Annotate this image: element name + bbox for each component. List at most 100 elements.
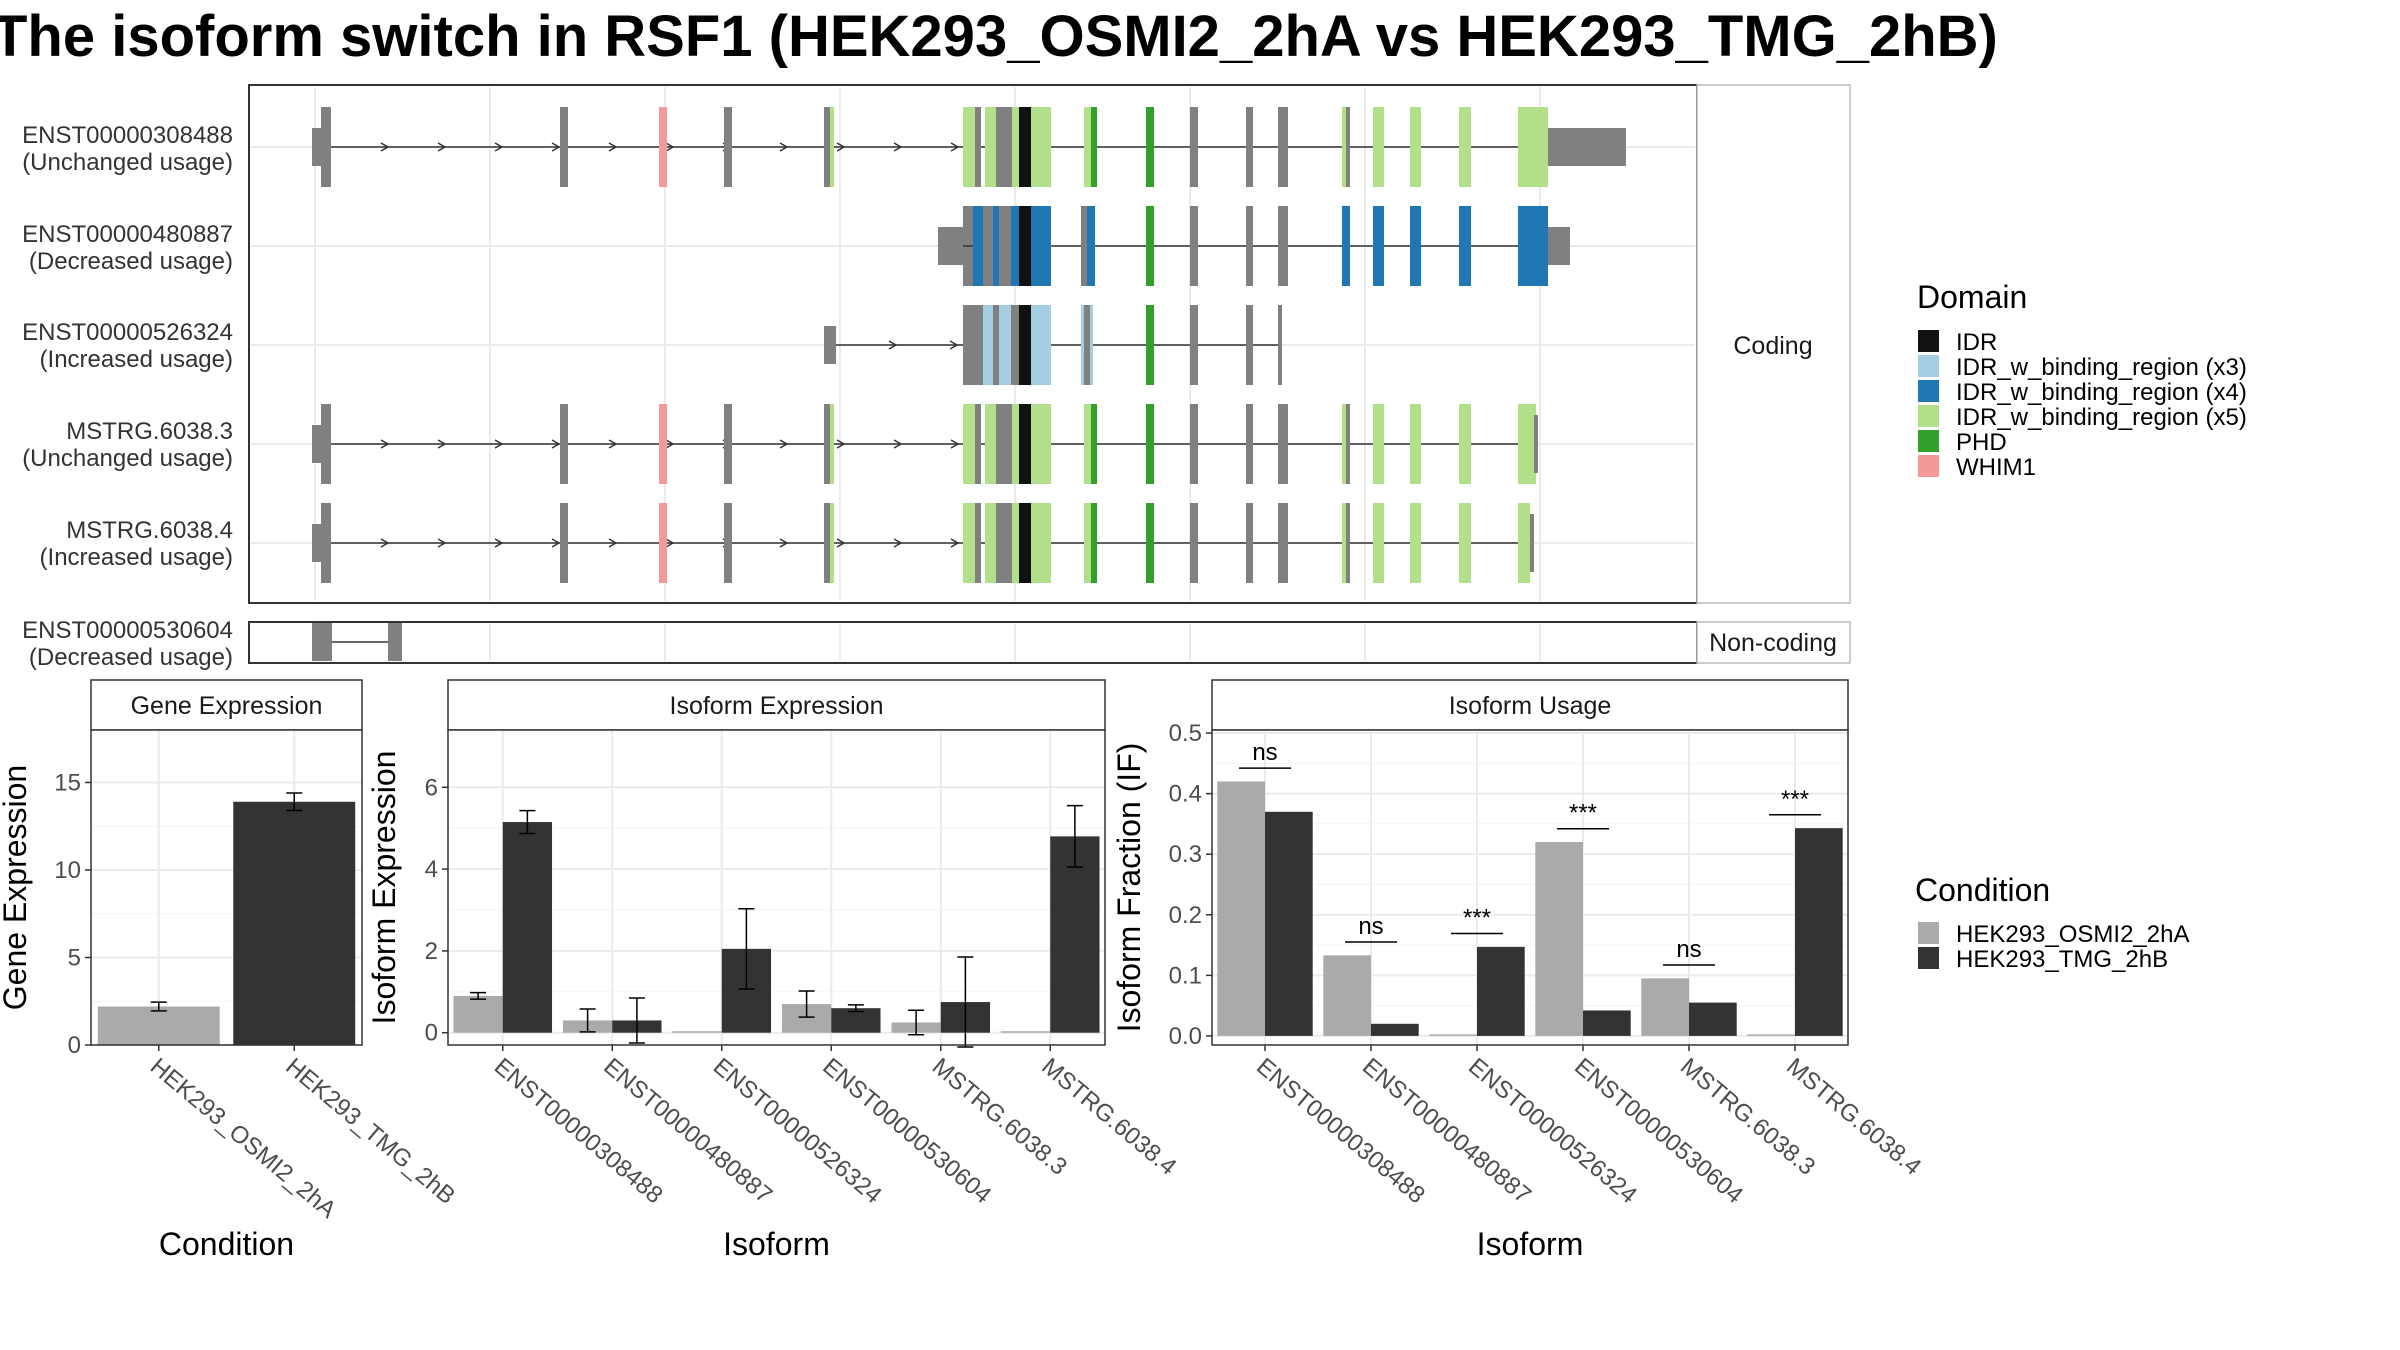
legend-swatch-whim1 xyxy=(1918,455,1939,477)
error-bar xyxy=(798,990,815,1018)
error-bar xyxy=(519,809,536,835)
panel-title: Gene Expression xyxy=(131,692,323,720)
exon xyxy=(1146,503,1154,583)
error-bar xyxy=(470,991,487,1000)
exon xyxy=(1342,503,1348,583)
direction-arrow xyxy=(380,142,390,152)
direction-arrow xyxy=(779,439,789,449)
x-axis-title: Isoform xyxy=(1477,1226,1584,1262)
direction-arrow xyxy=(608,538,618,548)
exon xyxy=(1278,404,1288,484)
exon xyxy=(1373,107,1384,187)
exon xyxy=(1012,107,1022,187)
exon xyxy=(724,503,732,583)
y-axis-title: Isoform Fraction (IF) xyxy=(1111,743,1147,1033)
y-tick-label: 0.2 xyxy=(1169,902,1202,929)
exon xyxy=(963,305,983,385)
bar xyxy=(233,801,356,1045)
y-tick-label: 10 xyxy=(54,857,81,884)
bar xyxy=(672,1031,722,1033)
direction-arrow xyxy=(494,439,504,449)
significance-label: *** xyxy=(1781,786,1809,813)
exon xyxy=(1548,128,1626,166)
significance-label: ns xyxy=(1676,936,1701,963)
error-bar xyxy=(150,1001,167,1012)
direction-arrow xyxy=(551,439,561,449)
direction-arrow xyxy=(551,142,561,152)
transcript-label-id: ENST00000526324 xyxy=(22,319,233,346)
transcript-label-usage: (Unchanged usage) xyxy=(22,149,233,176)
legend-swatch-condition-a xyxy=(1918,922,1939,944)
error-bar xyxy=(738,908,755,990)
direction-arrow xyxy=(665,439,675,449)
exon xyxy=(1459,503,1471,583)
transcript-label-usage: (Increased usage) xyxy=(40,346,233,373)
error-bar xyxy=(628,997,645,1044)
exon xyxy=(1342,107,1348,187)
exon xyxy=(1246,206,1253,286)
exon xyxy=(985,404,996,484)
exon xyxy=(312,128,322,166)
main-title: The isoform switch in RSF1 (HEK293_OSMI2… xyxy=(0,4,1998,69)
isoform-usage-chart: Isoform Usage 0.0 0.1 0.2 0.3 0.4 0.5 ns ns *** **… xyxy=(1111,679,1926,1262)
y-tick-label: 0.5 xyxy=(1169,720,1202,747)
exon xyxy=(1146,305,1154,385)
exon xyxy=(830,404,834,484)
exon xyxy=(824,503,832,583)
exon xyxy=(659,404,667,484)
direction-arrow xyxy=(380,538,390,548)
significance-label: *** xyxy=(1569,800,1597,827)
exon xyxy=(1019,404,1031,484)
exon xyxy=(1146,404,1154,484)
exon xyxy=(560,404,568,484)
significance-label: *** xyxy=(1463,905,1491,932)
transcript-labels: ENST00000308488 (Unchanged usage) ENST00… xyxy=(22,122,233,671)
plot-frame xyxy=(447,729,1106,1046)
exon xyxy=(1091,107,1097,187)
exon xyxy=(1019,503,1031,583)
bar xyxy=(1429,1034,1477,1036)
exon xyxy=(1084,404,1094,484)
direction-arrow xyxy=(893,142,903,152)
legend-label-idr-binding-x5: IDR_w_binding_region (x5) xyxy=(1956,404,2247,431)
exon xyxy=(1342,206,1350,286)
exon xyxy=(1373,404,1384,484)
noncoding-panel-frame xyxy=(248,621,1698,664)
transcript-label-id: MSTRG.6038.3 xyxy=(66,418,233,445)
legend-label-idr-binding-x4: IDR_w_binding_region (x4) xyxy=(1956,379,2247,406)
exon xyxy=(1410,206,1421,286)
direction-arrow xyxy=(608,439,618,449)
exon xyxy=(1459,404,1471,484)
bar xyxy=(1050,836,1100,1033)
error-bar xyxy=(286,792,303,812)
direction-arrow xyxy=(888,340,898,350)
exon xyxy=(1081,206,1089,286)
x-axis-title: Isoform xyxy=(723,1226,830,1262)
exon xyxy=(830,107,834,187)
exon xyxy=(1410,503,1421,583)
exon xyxy=(1146,107,1154,187)
exon xyxy=(659,107,667,187)
legend-swatch-idr xyxy=(1918,330,1939,352)
direction-arrow xyxy=(494,538,504,548)
direction-arrow xyxy=(893,538,903,548)
exon xyxy=(1031,503,1051,583)
plot-background xyxy=(448,730,1105,1045)
direction-arrow xyxy=(779,142,789,152)
y-tick-label: 15 xyxy=(54,770,81,797)
noncoding-strip-label: Non-coding xyxy=(1709,629,1837,657)
bar xyxy=(1217,781,1265,1036)
exon xyxy=(1087,206,1095,286)
y-tick-label: 5 xyxy=(68,945,81,972)
exon xyxy=(1019,206,1031,286)
exon xyxy=(312,425,322,463)
noncoding-strip xyxy=(1696,621,1851,664)
exon xyxy=(1459,206,1471,286)
exon xyxy=(724,404,732,484)
exon xyxy=(1246,305,1253,385)
condition-legend-title: Condition xyxy=(1915,872,2050,908)
error-bar xyxy=(847,1004,864,1013)
y-axis-title: Isoform Expression xyxy=(366,751,402,1025)
exon xyxy=(1342,404,1348,484)
exon xyxy=(1548,227,1570,265)
